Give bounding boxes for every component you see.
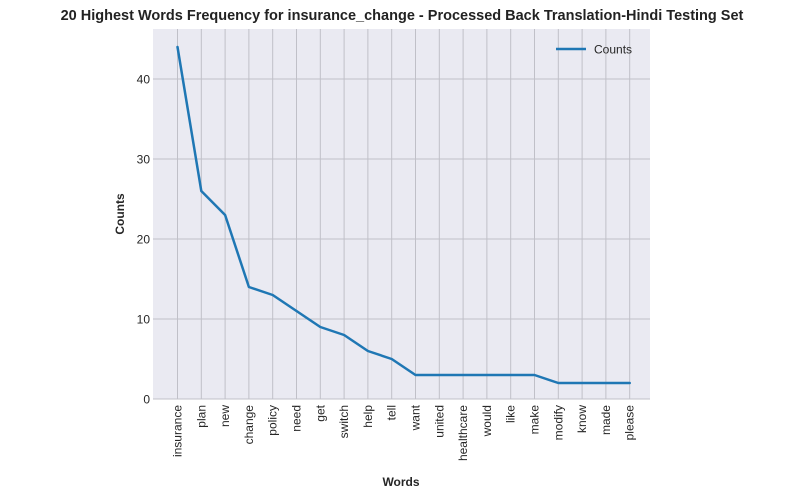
y-tick-label: 0 [143, 393, 150, 407]
x-tick-label: united [432, 405, 446, 438]
x-axis-label: Words [382, 475, 419, 489]
x-tick-labels: insurance plan new change policy need get switc… [171, 404, 637, 461]
x-tick-label: help [361, 405, 375, 428]
x-tick-label: insurance [171, 405, 185, 457]
x-tick-label: would [480, 405, 494, 437]
y-tick-label: 40 [137, 73, 151, 87]
x-tick-label: make [528, 405, 542, 435]
y-tick-label: 30 [137, 153, 151, 167]
x-tick-label: change [242, 405, 256, 445]
x-tick-label: need [290, 405, 304, 432]
x-tick-label: tell [385, 405, 399, 420]
x-tick-label: modify [551, 405, 565, 440]
y-tick-labels: 0 10 20 30 40 [137, 73, 151, 407]
series-line [176, 45, 631, 385]
x-tick-label: like [504, 405, 518, 423]
x-tick-label: new [218, 405, 232, 427]
x-tick-label: please [623, 405, 637, 441]
x-tick-label: get [313, 404, 327, 421]
y-tick-label: 20 [137, 233, 151, 247]
grid-lines [153, 29, 650, 400]
x-tick-label: plan [194, 405, 208, 428]
y-tick-label: 10 [137, 313, 151, 327]
x-tick-label: switch [337, 405, 351, 438]
plot-area [153, 29, 650, 399]
x-tick-label: made [599, 405, 613, 435]
legend: Counts [556, 43, 632, 57]
x-tick-label: want [409, 404, 423, 431]
series-group [176, 45, 631, 385]
x-tick-label: healthcare [456, 405, 470, 461]
legend-label: Counts [594, 43, 632, 57]
x-tick-label: policy [266, 405, 280, 436]
chart-title: 20 Highest Words Frequency for insurance… [60, 8, 744, 24]
y-axis-label: Counts [113, 193, 127, 235]
x-tick-label: know [575, 405, 589, 433]
